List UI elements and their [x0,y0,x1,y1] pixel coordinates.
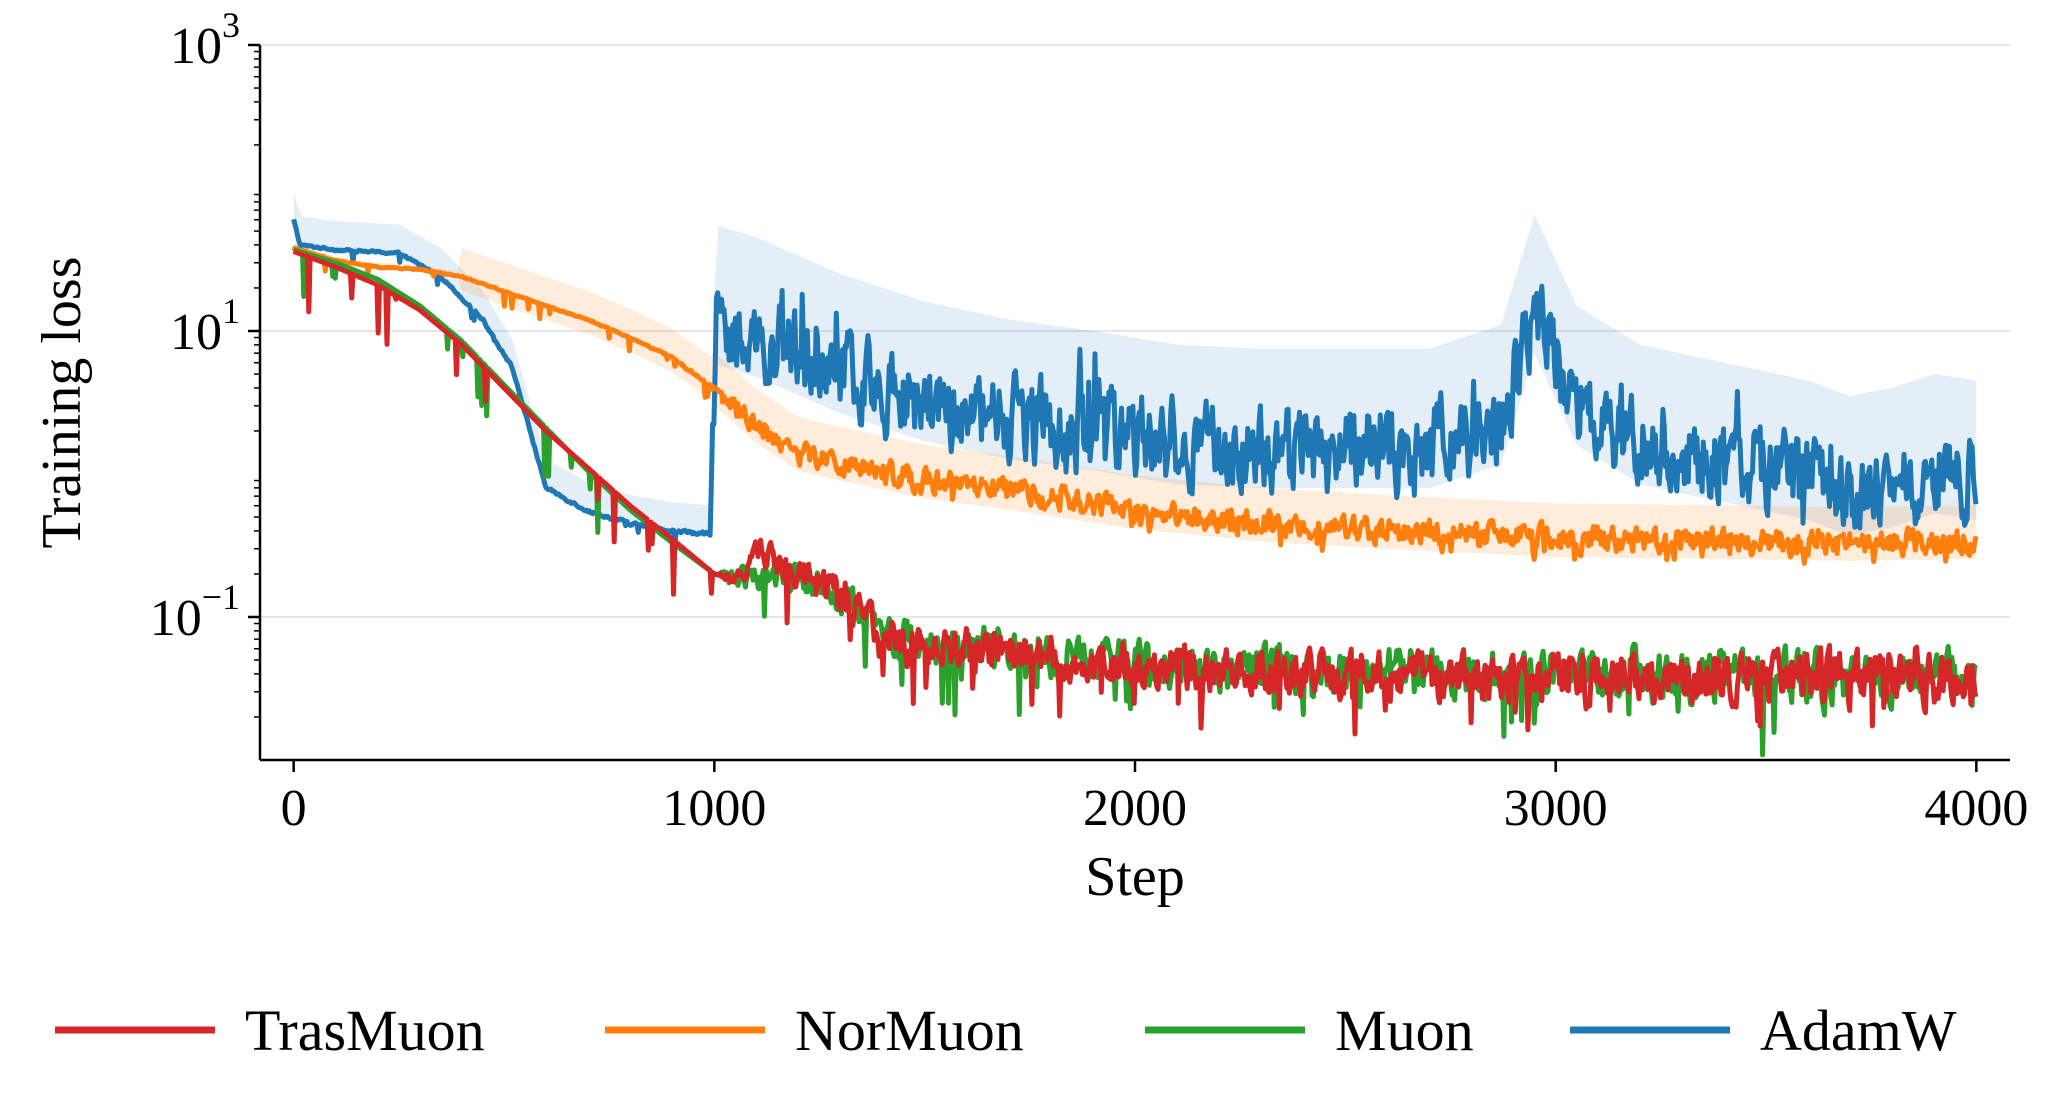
series-line-normuon [291,245,1979,566]
grid-lines [260,44,2010,618]
x-tick-label: 0 [281,780,307,837]
x-ticks: 0 1000 2000 3000 4000 [281,760,2028,837]
legend-label-trasmuon: TrasMuon [245,998,485,1063]
y-ticks: 103 101 10−1 [150,5,260,718]
band-adamw [293,191,1977,538]
y-tick-label: 101 [170,291,240,361]
series-line-trasmuon [292,249,1979,737]
y-tick-label: 10−1 [150,577,240,647]
y-axis-title: Training loss [31,256,93,548]
x-tick-label: 1000 [662,780,766,837]
legend: TrasMuon NorMuon Muon AdamW [55,998,1957,1063]
legend-label-adamw: AdamW [1760,998,1957,1063]
series-line-adamw [291,218,1979,551]
x-axis-title: Step [1085,846,1185,908]
x-tick-label: 4000 [1924,780,2028,837]
series-layer [291,191,1979,758]
legend-label-muon: Muon [1335,998,1474,1063]
x-tick-label: 2000 [1083,780,1187,837]
x-tick-label: 3000 [1504,780,1608,837]
legend-label-normuon: NorMuon [795,998,1024,1063]
y-tick-label: 103 [170,5,240,75]
